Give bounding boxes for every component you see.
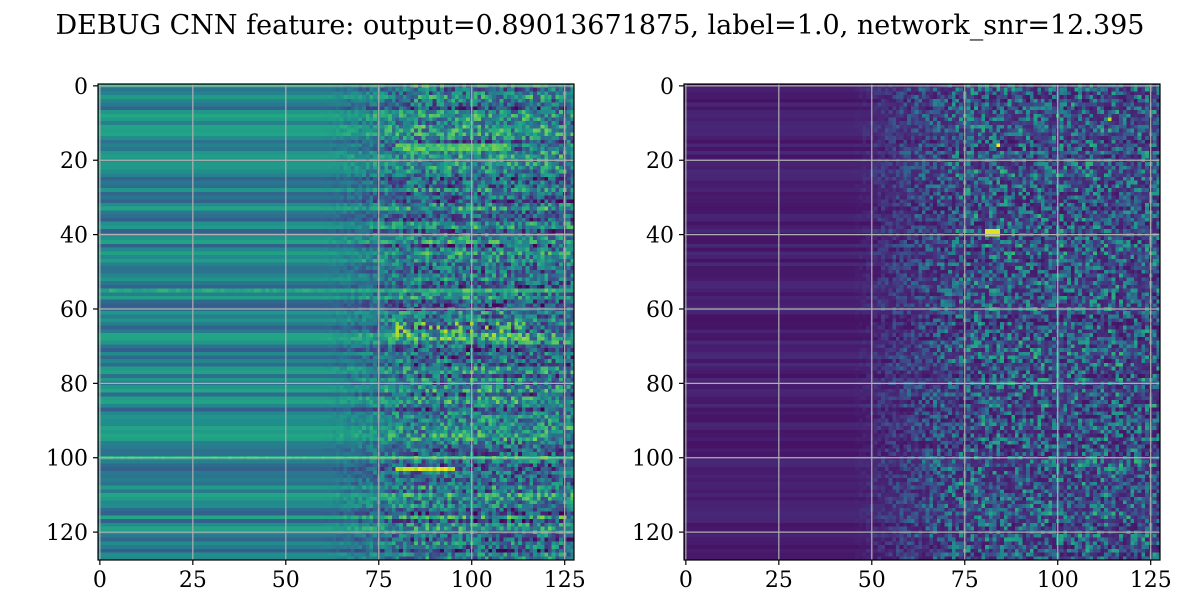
x-tick-label: 50 bbox=[272, 568, 300, 593]
x-tick-label: 50 bbox=[858, 568, 886, 593]
y-tick-label: 60 bbox=[60, 298, 88, 323]
x-tick-label: 125 bbox=[1130, 568, 1172, 593]
y-tick-label: 120 bbox=[46, 521, 88, 546]
x-tick-label: 75 bbox=[951, 568, 979, 593]
y-tick-label: 20 bbox=[60, 149, 88, 174]
y-tick-label: 0 bbox=[74, 75, 88, 100]
heatmap-image bbox=[684, 84, 1160, 560]
y-tick-label: 100 bbox=[46, 447, 88, 472]
axes-frame bbox=[683, 83, 1161, 561]
x-tick-label: 25 bbox=[765, 568, 793, 593]
y-tick-label: 60 bbox=[646, 298, 674, 323]
x-tick-label: 0 bbox=[93, 568, 107, 593]
x-tick-label: 100 bbox=[451, 568, 493, 593]
y-tick-label: 40 bbox=[646, 224, 674, 249]
heatmap-right: 0 25 50 75 100 125 0 20 40 60 80 100 120 bbox=[632, 75, 1172, 593]
x-tick-label: 125 bbox=[544, 568, 586, 593]
heatmap-image bbox=[98, 84, 574, 560]
x-tick-label: 25 bbox=[179, 568, 207, 593]
y-tick-label: 20 bbox=[646, 149, 674, 174]
y-tick-label: 0 bbox=[660, 75, 674, 100]
y-tick-label: 100 bbox=[632, 447, 674, 472]
axes-frame bbox=[97, 83, 575, 561]
y-tick-label: 80 bbox=[60, 372, 88, 397]
x-tick-label: 75 bbox=[365, 568, 393, 593]
y-tick-label: 40 bbox=[60, 224, 88, 249]
x-tick-label: 100 bbox=[1037, 568, 1079, 593]
figure-title: DEBUG CNN feature: output=0.89013671875,… bbox=[55, 10, 1145, 41]
y-tick-label: 120 bbox=[632, 521, 674, 546]
y-tick-label: 80 bbox=[646, 372, 674, 397]
x-tick-label: 0 bbox=[679, 568, 693, 593]
heatmap-left: 0 25 50 75 100 125 0 20 40 60 80 100 120 bbox=[46, 75, 586, 593]
